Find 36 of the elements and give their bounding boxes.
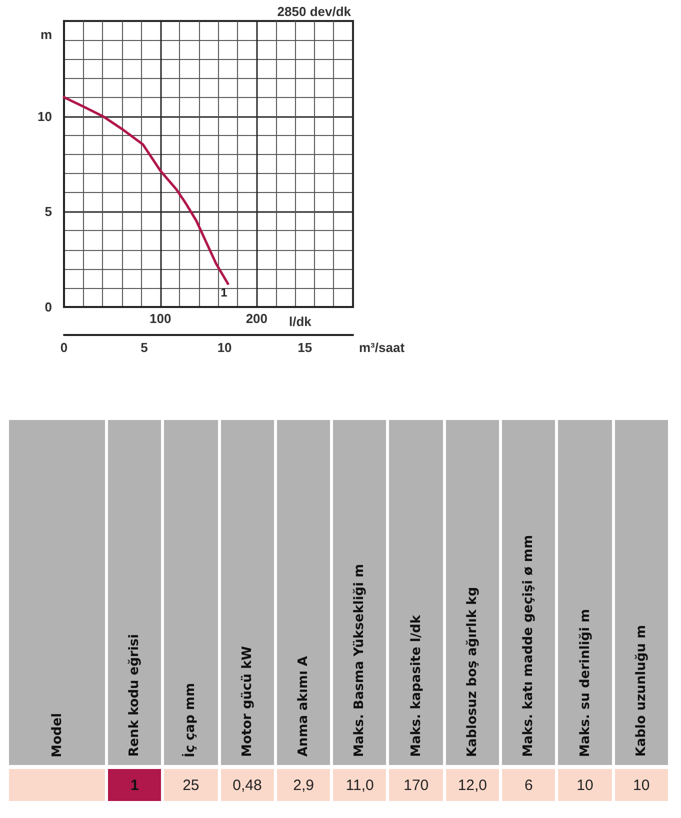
category-label: Renk kodu eğrisi xyxy=(127,634,142,757)
category-label: Maks. kapasite l/dk xyxy=(408,615,424,757)
y-tick-label: 5 xyxy=(44,204,52,220)
text: 6 xyxy=(524,776,533,794)
category-label: Motor gücü kW xyxy=(240,646,255,757)
category-label: Maks. katı madde geçişi ø mm xyxy=(521,535,536,757)
line-series xyxy=(62,96,230,285)
category-label: Kablo uzunluğu m xyxy=(634,625,649,757)
category-label: Kablosuz boş ağırlık kg xyxy=(464,586,480,757)
chart-title: 2850 dev/dk xyxy=(277,4,352,19)
y-axis-title: m xyxy=(40,27,52,42)
text: 10 xyxy=(632,776,650,794)
x2-tick-label: 15 xyxy=(298,340,312,355)
category-label: Model xyxy=(50,712,64,757)
text: 1 xyxy=(130,776,139,794)
category-label: İç çap mm xyxy=(183,682,198,757)
x-tick-label: 200 xyxy=(246,311,268,326)
text: 11,0 xyxy=(346,776,374,794)
category-label: Maks. su derinliği m xyxy=(578,608,593,757)
text: 10 xyxy=(576,776,594,794)
x2-axis-title: m³/saat xyxy=(359,340,406,355)
text: 25 xyxy=(182,776,200,794)
x-tick-label: 100 xyxy=(149,311,172,326)
x2-tick-label: 10 xyxy=(217,340,232,355)
category-label: Maks. Basma Yüksekliği m xyxy=(352,564,368,757)
x2-tick-label: 0 xyxy=(60,340,68,355)
text: 170 xyxy=(404,776,429,794)
text: 0,48 xyxy=(232,776,262,794)
series-label: 1 xyxy=(220,286,228,300)
text: 2,9 xyxy=(293,776,314,794)
x2-tick-label: 5 xyxy=(140,340,148,355)
category-label: Anma akımı A xyxy=(296,656,312,757)
text: 12,0 xyxy=(458,776,488,794)
y-tick-label: 10 xyxy=(38,108,52,124)
y-tick-label: 0 xyxy=(44,300,52,314)
x-axis-title: l/dk xyxy=(289,314,312,329)
